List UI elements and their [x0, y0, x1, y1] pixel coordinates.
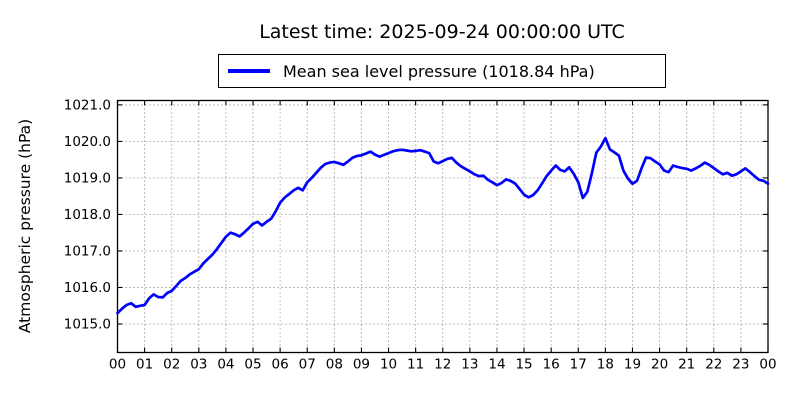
x-tick-label: 14	[488, 357, 505, 373]
x-tick-label: 09	[353, 357, 370, 373]
x-tick-label: 03	[190, 357, 207, 373]
y-tick-label: 1017.0	[64, 244, 111, 260]
x-tick-label: 12	[434, 357, 451, 373]
x-tick-label: 00	[109, 357, 126, 373]
y-tick-label: 1016.0	[64, 280, 111, 296]
x-tick-label: 23	[732, 357, 749, 373]
legend-line-sample	[228, 69, 270, 73]
x-tick-label: 22	[705, 357, 722, 373]
x-tick-label: 13	[461, 357, 478, 373]
x-tick-label: 06	[272, 357, 289, 373]
axes-border	[116, 99, 769, 354]
legend-label: Mean sea level pressure (1018.84 hPa)	[283, 61, 595, 81]
x-tick-label: 08	[326, 357, 343, 373]
y-tick-label: 1021.0	[64, 98, 111, 114]
x-tick-label: 07	[299, 357, 316, 373]
chart-title: Latest time: 2025-09-24 00:00:00 UTC	[259, 21, 625, 43]
x-tick-label: 00	[759, 357, 776, 373]
x-tick-label: 15	[515, 357, 532, 373]
x-tick-label: 16	[543, 357, 560, 373]
y-tick-label: 1015.0	[64, 317, 111, 333]
x-tick-label: 20	[651, 357, 668, 373]
x-tick-label: 10	[380, 357, 397, 373]
x-tick-label: 04	[217, 357, 234, 373]
x-tick-label: 01	[136, 357, 153, 373]
pressure-line	[116, 136, 770, 315]
x-tick-label: 21	[678, 357, 695, 373]
x-tick-label: 05	[244, 357, 261, 373]
x-tick-label: 19	[624, 357, 641, 373]
x-tick-label: 18	[597, 357, 614, 373]
x-tick-label: 02	[163, 357, 180, 373]
x-tick-label: 17	[570, 357, 587, 373]
y-tick-label: 1019.0	[64, 171, 111, 187]
y-tick-label: 1020.0	[64, 134, 111, 150]
x-tick-label: 11	[407, 357, 424, 373]
y-tick-label: 1018.0	[64, 207, 111, 223]
legend: Mean sea level pressure (1018.84 hPa)	[218, 54, 666, 88]
